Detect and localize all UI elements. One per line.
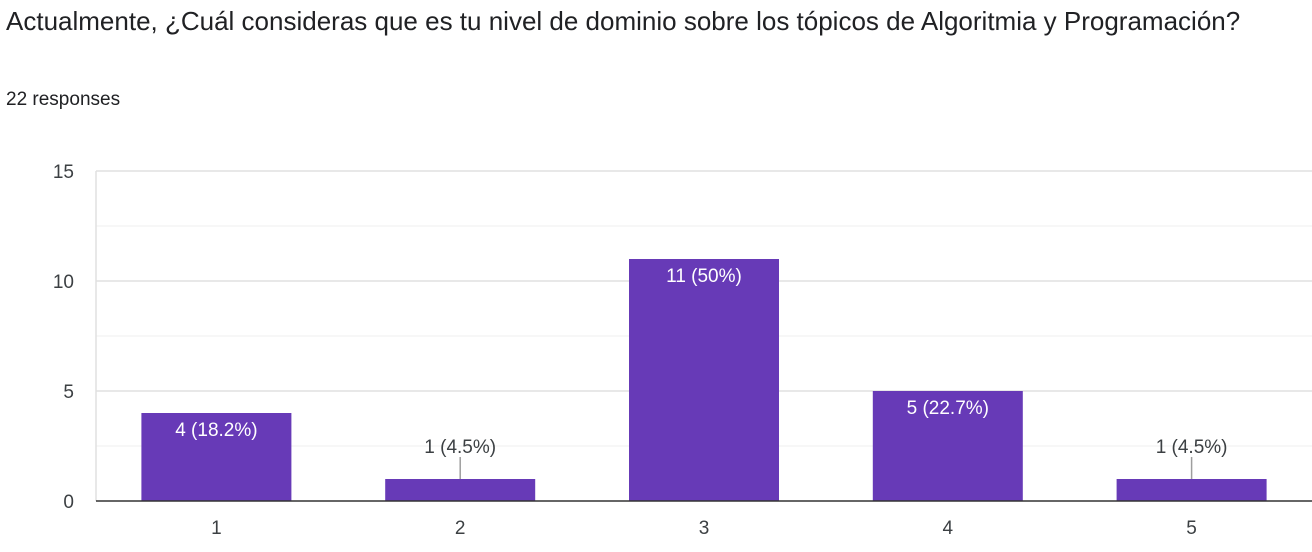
y-tick-label: 0 — [63, 492, 74, 513]
x-tick-label: 3 — [699, 518, 710, 539]
bar-data-label: 5 (22.7%) — [907, 398, 989, 419]
bar — [872, 391, 1023, 501]
y-tick-label: 15 — [53, 162, 74, 183]
x-tick-label: 4 — [943, 518, 954, 539]
bar-data-label: 1 (4.5%) — [1156, 437, 1228, 458]
bar — [1116, 479, 1267, 501]
x-tick-label: 2 — [455, 518, 466, 539]
x-axis-tick-labels: 1 2 3 4 5 — [211, 518, 1197, 539]
y-tick-label: 5 — [63, 382, 74, 403]
bar-data-label: 11 (50%) — [666, 266, 742, 287]
bar — [141, 413, 292, 501]
y-axis-tick-labels: 0 5 10 15 — [53, 162, 74, 513]
data-labels: 4 (18.2%) 1 (4.5%) 11 (50%) 5 (22.7%) 1 (4.5… — [175, 266, 1228, 479]
bar-data-label: 4 (18.2%) — [175, 420, 257, 441]
x-tick-label: 1 — [211, 518, 222, 539]
response-count: 22 responses — [6, 89, 121, 110]
x-tick-label: 5 — [1186, 518, 1197, 539]
bar — [629, 259, 779, 501]
bar-data-label: 1 (4.5%) — [424, 437, 496, 458]
bar — [385, 479, 536, 501]
y-tick-label: 10 — [53, 272, 74, 293]
question-title: Actualmente, ¿Cuál consideras que es tu … — [6, 6, 1241, 36]
bars — [141, 259, 1267, 501]
